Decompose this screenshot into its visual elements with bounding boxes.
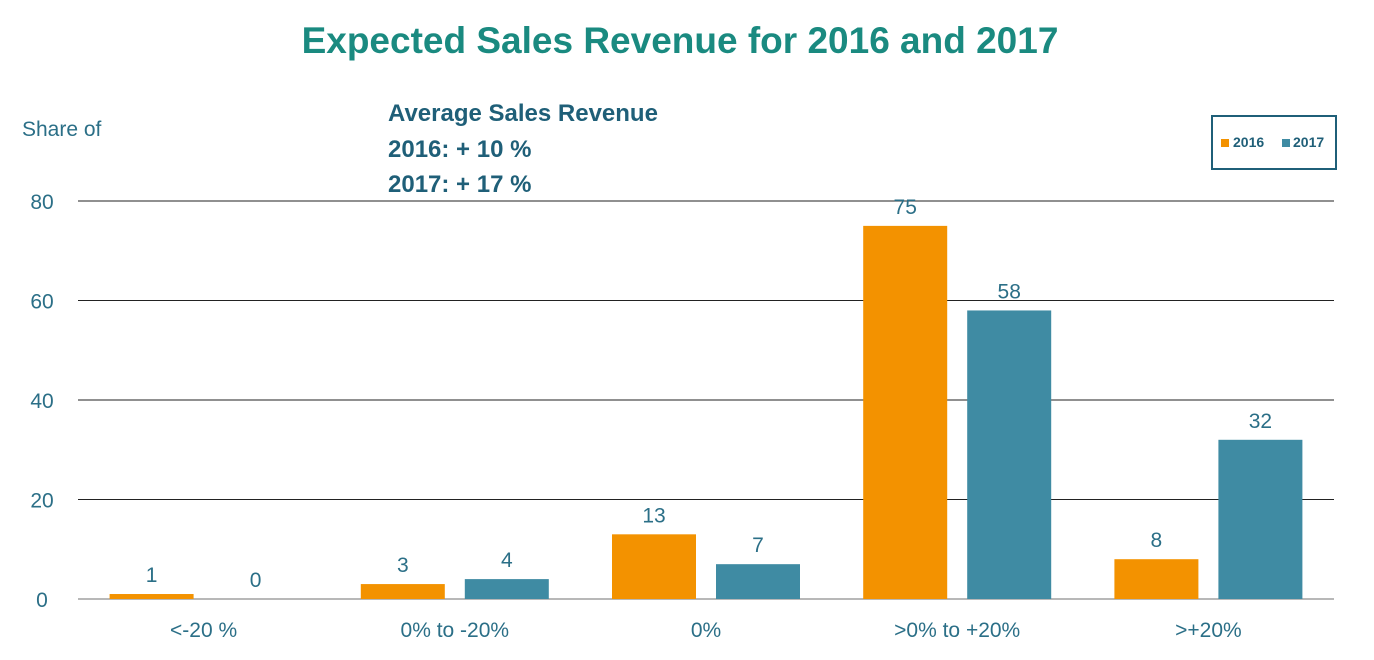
x-category-label: >+20%: [1175, 619, 1242, 642]
data-label-2017-1: 4: [501, 549, 513, 572]
x-axis-categories: <-20 % 0% to -20% 0% >0% to +20% >+20%: [170, 619, 1242, 642]
bar-2016-4: [1114, 559, 1199, 599]
bar-2017-2: [716, 564, 800, 599]
data-label-2016-3: 75: [894, 196, 917, 219]
y-tick-label: 40: [30, 390, 53, 413]
y-axis-ticks: 0 20 40 60 80: [30, 191, 53, 612]
bar-2016-2: [612, 534, 696, 599]
bars: [109, 225, 1303, 599]
data-label-2016-4: 8: [1151, 529, 1163, 552]
bar-2017-4: [1218, 439, 1303, 599]
annotation-title: Average Sales Revenue: [388, 100, 658, 127]
legend-swatch-2016: [1221, 139, 1229, 147]
data-label-2016-0: 1: [146, 564, 158, 587]
gridlines: [78, 200, 1334, 600]
y-tick-label: 0: [36, 589, 48, 612]
annotation-2017-average: 2017: + 17 %: [388, 171, 531, 198]
bar-2016-1: [360, 584, 445, 599]
data-labels: 1 0 3 4 13 7 75 58 8 32: [146, 196, 1272, 592]
data-label-2016-2: 13: [642, 504, 665, 527]
bar-2017-1: [464, 579, 549, 599]
bar-2016-0: [109, 594, 194, 599]
y-tick-label: 80: [30, 191, 53, 214]
x-category-label: <-20 %: [170, 619, 237, 642]
y-axis-label: Share of: [22, 118, 102, 141]
data-label-2017-2: 7: [752, 534, 764, 557]
legend-box: [1211, 115, 1337, 170]
x-category-label: >0% to +20%: [894, 619, 1020, 642]
y-tick-label: 20: [30, 490, 53, 513]
annotation-2016-average: 2016: + 10 %: [388, 136, 531, 163]
bar-2017-3: [967, 310, 1052, 599]
data-label-2017-3: 58: [998, 280, 1021, 303]
data-label-2017-0: 0: [250, 569, 262, 592]
data-label-2017-4: 32: [1249, 410, 1272, 433]
legend-label-2016: 2016: [1233, 134, 1264, 150]
data-label-2016-1: 3: [397, 554, 409, 577]
legend: 2016 2017: [1211, 115, 1337, 170]
chart-title: Expected Sales Revenue for 2016 and 2017: [302, 20, 1059, 61]
legend-swatch-2017: [1282, 139, 1290, 147]
x-category-label: 0%: [691, 619, 721, 642]
legend-label-2017: 2017: [1293, 134, 1324, 150]
bar-2016-3: [863, 225, 948, 599]
x-category-label: 0% to -20%: [401, 619, 510, 642]
y-tick-label: 60: [30, 291, 53, 314]
